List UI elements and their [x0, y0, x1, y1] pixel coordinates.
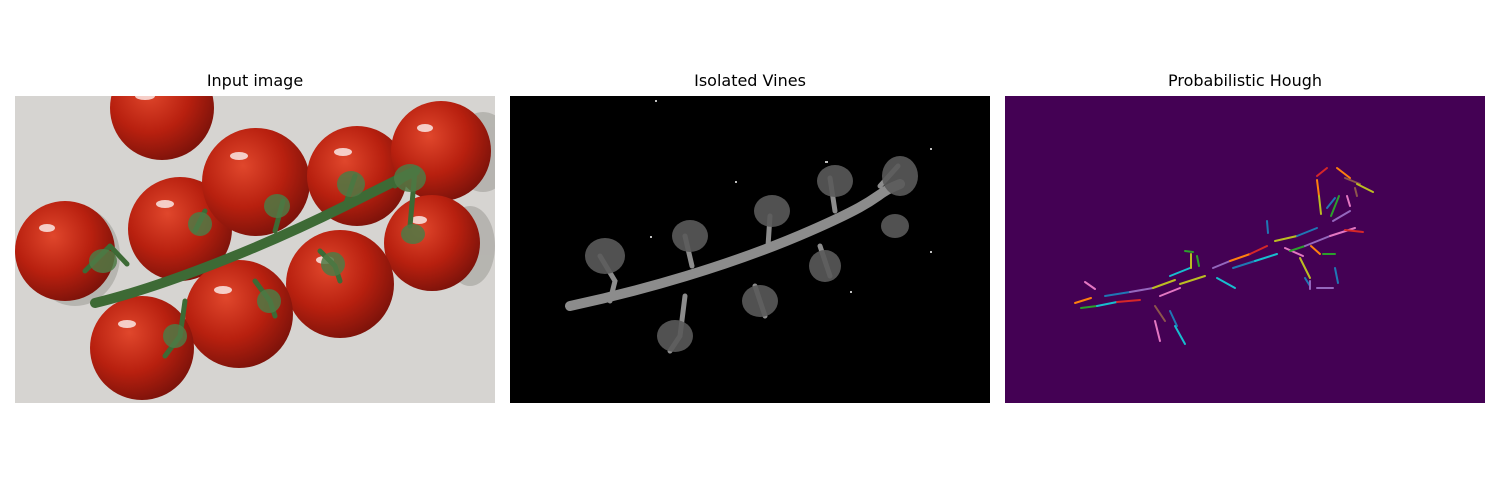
tomatoes [15, 96, 491, 400]
hough-segments [1074, 167, 1374, 345]
mask-speckles [650, 100, 932, 293]
input-image [15, 96, 495, 403]
mask-background [510, 96, 990, 403]
vine-calyxes [89, 164, 426, 348]
panel-title-isolated: Isolated Vines [694, 71, 806, 90]
isolated-vines-image [510, 96, 990, 403]
panel-title-hough: Probabilistic Hough [1167, 71, 1323, 90]
hough-background [1005, 96, 1485, 403]
panel-title-input: Input image [206, 71, 304, 90]
isolated-calyxes [585, 156, 918, 352]
hough-lines-image [1005, 96, 1485, 403]
